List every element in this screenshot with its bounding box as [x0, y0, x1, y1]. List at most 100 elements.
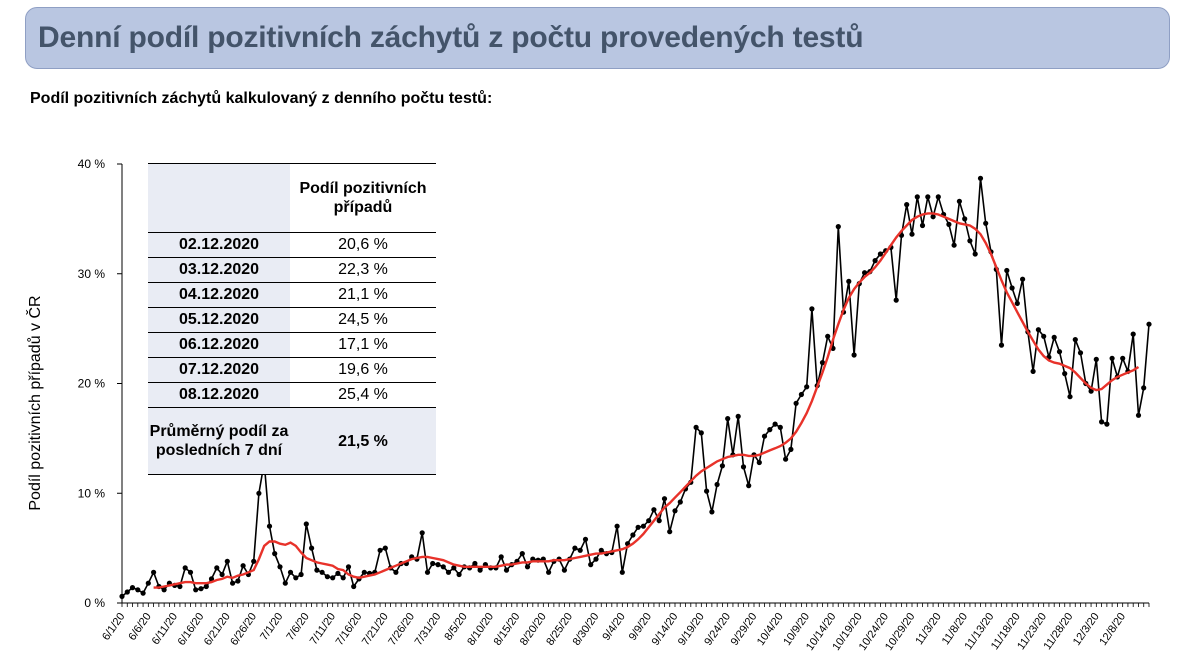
row-date: 06.12.2020 — [148, 332, 290, 358]
daily-point — [230, 580, 236, 586]
daily-point — [809, 306, 815, 312]
daily-point — [998, 342, 1005, 348]
daily-point — [240, 563, 246, 569]
daily-point — [1030, 368, 1036, 374]
row-date: 04.12.2020 — [148, 282, 290, 308]
x-tick-label: 8/5/20 — [442, 611, 469, 643]
daily-point — [251, 558, 257, 564]
x-tick-label: 7/16/20 — [334, 611, 365, 648]
daily-point — [656, 518, 662, 524]
table-footer-row: Průměrný podíl za posledních 7 dní 21,5 … — [148, 407, 436, 475]
x-tick-label: 10/4/20 — [755, 611, 786, 648]
daily-point — [777, 424, 783, 430]
daily-point — [503, 567, 510, 573]
daily-point — [477, 567, 483, 573]
row-value: 20,6 % — [290, 232, 436, 258]
daily-point — [129, 585, 136, 591]
daily-point — [351, 583, 357, 590]
daily-point — [435, 562, 441, 568]
y-tick-label: 0 % — [84, 596, 105, 610]
daily-point — [904, 202, 910, 208]
daily-point — [677, 499, 683, 505]
daily-point — [319, 569, 325, 575]
x-tick-label: 8/20/20 — [518, 611, 549, 648]
daily-point — [1120, 355, 1126, 361]
daily-point — [208, 576, 215, 582]
x-tick-label: 12/8/20 — [1097, 611, 1128, 648]
daily-point — [1088, 388, 1094, 394]
x-ticks: 6/1/206/6/206/11/206/16/206/21/206/26/20… — [100, 603, 1150, 653]
daily-point — [588, 562, 594, 568]
footer-value: 21,5 % — [290, 407, 436, 475]
row-value: 17,1 % — [290, 332, 436, 358]
row-date: 02.12.2020 — [148, 232, 290, 258]
daily-point — [377, 547, 383, 553]
daily-point — [430, 560, 436, 567]
daily-point — [298, 571, 304, 578]
daily-point — [914, 194, 920, 200]
daily-point — [572, 545, 578, 551]
daily-point — [293, 575, 299, 581]
daily-point — [1104, 421, 1110, 427]
x-tick-label: 9/19/20 — [676, 611, 707, 648]
daily-point — [851, 352, 857, 358]
daily-point — [340, 575, 346, 581]
table-row: 08.12.2020 25,4 % — [148, 382, 436, 408]
daily-point — [972, 251, 978, 257]
daily-point — [667, 529, 673, 535]
x-tick-label: 7/31/20 — [413, 611, 444, 648]
daily-point — [161, 587, 167, 593]
daily-point — [719, 463, 726, 469]
daily-point — [746, 483, 752, 489]
daily-point — [314, 567, 320, 573]
daily-point — [272, 551, 278, 557]
daily-point — [614, 523, 620, 529]
daily-point — [193, 587, 199, 593]
daily-point — [140, 590, 146, 596]
daily-point — [893, 297, 899, 303]
daily-point — [456, 571, 462, 578]
daily-point — [177, 583, 183, 590]
x-tick-label: 7/26/20 — [386, 611, 417, 648]
daily-point — [303, 521, 309, 527]
daily-point — [519, 551, 525, 557]
x-tick-label: 9/9/20 — [627, 611, 654, 643]
row-date: 08.12.2020 — [148, 382, 290, 408]
x-tick-label: 6/26/20 — [228, 611, 259, 648]
series-average-line — [153, 212, 1140, 589]
x-tick-label: 12/3/20 — [1071, 611, 1102, 648]
daily-point — [709, 509, 715, 515]
daily-point — [1093, 356, 1099, 362]
table-row: 03.12.2020 22,3 % — [148, 257, 436, 283]
daily-point — [324, 574, 330, 580]
daily-point — [946, 221, 952, 227]
daily-point — [1130, 331, 1136, 337]
daily-point — [382, 545, 388, 551]
daily-point — [1020, 276, 1026, 282]
x-tick-label: 6/6/20 — [126, 611, 153, 643]
daily-point — [925, 194, 931, 200]
page-title: Denní podíl pozitivních záchytů z počtu … — [38, 21, 864, 54]
x-tick-label: 6/16/20 — [176, 611, 207, 648]
x-tick-label: 8/15/20 — [492, 611, 523, 648]
daily-point — [235, 578, 241, 584]
daily-point — [1004, 267, 1010, 274]
daily-point — [1109, 355, 1115, 361]
daily-point — [330, 575, 336, 581]
daily-point — [561, 567, 568, 573]
daily-point — [282, 580, 288, 586]
daily-point — [1146, 321, 1152, 327]
daily-point — [119, 593, 125, 600]
daily-point — [909, 231, 915, 237]
daily-point — [619, 569, 625, 575]
daily-point — [135, 587, 141, 593]
daily-point — [187, 569, 194, 575]
daily-point — [198, 586, 204, 592]
row-value: 24,5 % — [290, 307, 436, 333]
daily-point — [1014, 300, 1020, 306]
daily-point — [203, 583, 209, 590]
last-7-days-table: Podíl pozitivních případů 02.12.2020 20,6… — [148, 163, 436, 475]
daily-point — [661, 496, 668, 502]
table-header-empty — [148, 163, 290, 233]
